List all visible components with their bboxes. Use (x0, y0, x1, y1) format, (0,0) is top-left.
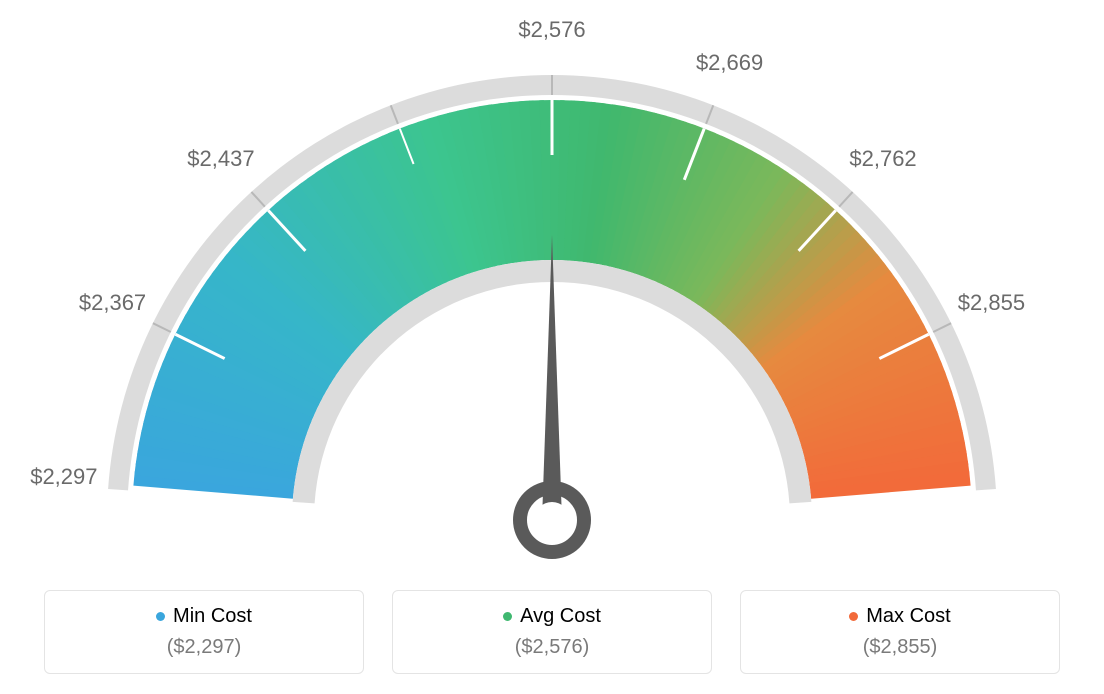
gauge-tick-label: $2,576 (518, 17, 585, 43)
legend-max-title: Max Cost (849, 605, 950, 628)
gauge-chart: $2,297 $2,367 $2,437 $2,576 $2,669 $2,762 $2,8… (20, 20, 1084, 580)
legend-row: Min Cost ($2,297) Avg Cost ($2,576) Max … (20, 590, 1084, 674)
legend-avg-title: Avg Cost (503, 605, 601, 628)
legend-max-value: ($2,855) (759, 636, 1041, 659)
gauge-tick-label: $2,437 (187, 146, 254, 172)
legend-max-label: Max Cost (866, 605, 950, 628)
gauge-tick-label: $2,762 (849, 146, 916, 172)
legend-min-dot (156, 612, 165, 621)
legend-min-value: ($2,297) (63, 636, 345, 659)
legend-max-dot (849, 612, 858, 621)
gauge-tick-label: $2,855 (958, 290, 1025, 316)
legend-avg-box: Avg Cost ($2,576) (392, 590, 712, 674)
legend-max-box: Max Cost ($2,855) (740, 590, 1060, 674)
legend-min-label: Min Cost (173, 605, 252, 628)
legend-avg-value: ($2,576) (411, 636, 693, 659)
gauge-tick-label: $2,669 (696, 50, 763, 76)
legend-min-box: Min Cost ($2,297) (44, 590, 364, 674)
legend-avg-label: Avg Cost (520, 605, 601, 628)
gauge-tick-label: $2,367 (79, 290, 146, 316)
gauge-svg (20, 20, 1084, 580)
legend-avg-dot (503, 612, 512, 621)
gauge-tick-label: $2,297 (30, 464, 97, 490)
legend-min-title: Min Cost (156, 605, 252, 628)
